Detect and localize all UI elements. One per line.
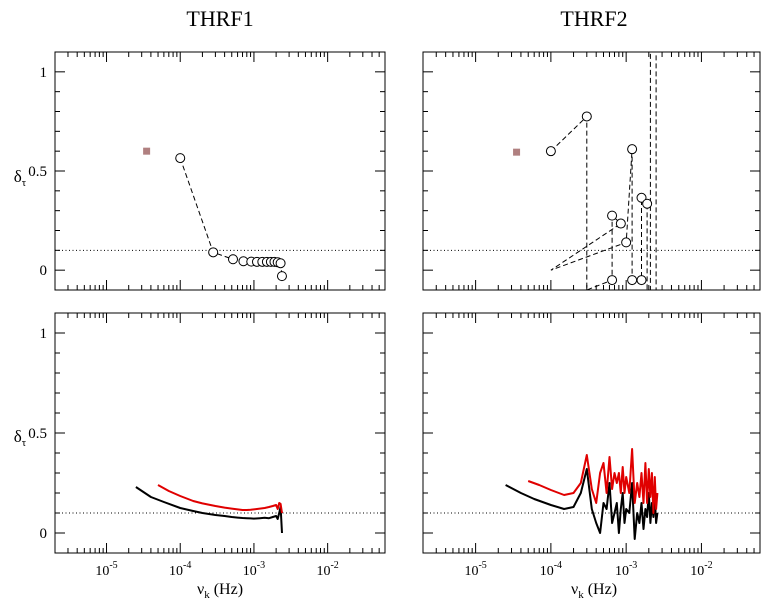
x-tick-label: 10-4: [169, 560, 191, 579]
y-axis-label-bottom: δτ: [14, 427, 27, 449]
x-tick-label: 10-4: [540, 560, 562, 579]
data-point: [607, 210, 618, 221]
plot-frame: [422, 51, 761, 291]
y-tick-label: 0.5: [28, 164, 47, 180]
data-point: [621, 237, 632, 248]
panel-top-left: 00.51: [28, 51, 386, 291]
series-line-black: [135, 486, 283, 534]
x-axis-label-right: νk (Hz): [571, 581, 617, 601]
x-axis-label-left: νk (Hz): [197, 581, 243, 601]
data-point: [607, 275, 618, 286]
reference-square: [143, 147, 151, 155]
column-title-thrf2: THRF2: [560, 6, 627, 31]
dashed-connector: [550, 52, 657, 290]
y-axis-label-top: δτ: [14, 167, 27, 189]
data-point: [627, 275, 638, 286]
panel-top-right: [422, 51, 761, 291]
y-tick-label: 0: [40, 263, 48, 279]
x-tick-label: 10-3: [615, 560, 637, 579]
panel-bottom-right: 10-5 10-4 10-3 10-2: [422, 312, 761, 579]
data-point: [636, 275, 647, 286]
y-tick-label: 0: [40, 526, 48, 542]
y-tick-label: 1: [40, 326, 48, 342]
data-point: [228, 254, 239, 265]
data-point: [208, 247, 219, 258]
x-tick-label: 10-2: [690, 560, 712, 579]
data-point: [636, 192, 647, 203]
x-tick-label: 10-2: [316, 560, 338, 579]
data-point: [642, 198, 653, 209]
data-point: [627, 144, 638, 155]
data-point: [276, 271, 287, 282]
x-tick-label: 10-5: [95, 560, 117, 579]
x-tick-label: 10-5: [464, 560, 486, 579]
reference-square: [513, 148, 521, 156]
data-point: [275, 258, 286, 269]
data-point: [545, 146, 556, 157]
plot-frame: [422, 312, 761, 554]
y-tick-label: 0.5: [28, 426, 47, 442]
y-tick-label: 1: [40, 65, 48, 81]
data-point: [615, 218, 626, 229]
series-line-black: [505, 468, 659, 540]
panel-bottom-left: 10-5 10-4 10-3 10-2 0 0.5 1: [28, 312, 386, 579]
column-title-thrf1: THRF1: [186, 6, 253, 31]
data-point: [581, 111, 592, 122]
series-line-red: [157, 484, 283, 514]
series-line-red: [527, 448, 659, 514]
plot-frame: [54, 312, 386, 554]
x-tick-label: 10-3: [243, 560, 265, 579]
data-point: [175, 153, 186, 164]
